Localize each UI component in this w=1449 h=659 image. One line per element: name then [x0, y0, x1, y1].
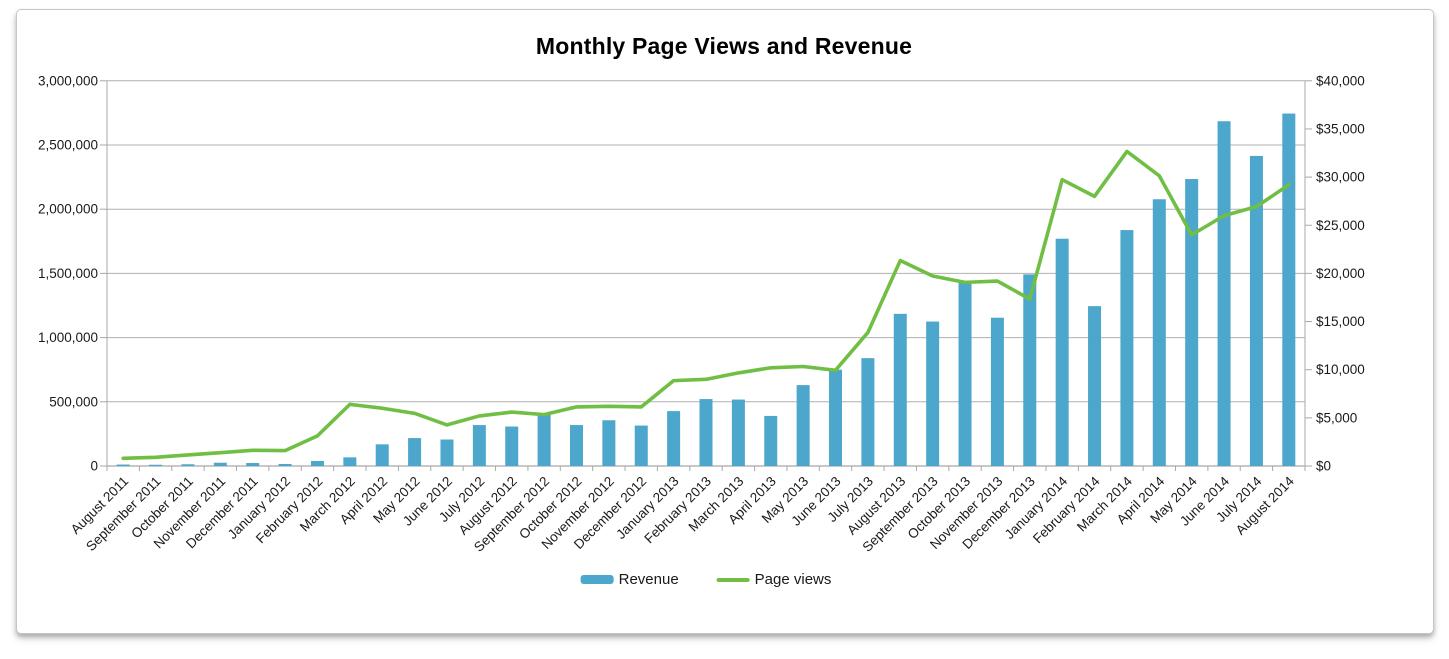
revenue-bar: [861, 358, 875, 466]
revenue-bar: [1088, 306, 1102, 466]
legend-item-revenue: Revenue: [580, 571, 679, 588]
revenue-bar: [1023, 274, 1037, 466]
revenue-bar: [990, 317, 1004, 466]
revenue-bar: [343, 457, 357, 466]
y-axis-label-right: $5,000: [1316, 410, 1357, 425]
y-axis-label-right: $40,000: [1316, 73, 1365, 88]
revenue-swatch-icon: [580, 575, 614, 584]
revenue-bar: [1249, 155, 1263, 466]
revenue-bar: [1055, 238, 1069, 466]
y-axis-label-right: $15,000: [1316, 314, 1365, 329]
y-axis-label-left: 1,000,000: [38, 330, 98, 345]
revenue-bar: [634, 425, 648, 466]
legend-label-revenue: Revenue: [618, 571, 679, 588]
revenue-bar: [569, 425, 583, 466]
y-axis-label-right: $35,000: [1316, 121, 1365, 136]
y-axis-label-right: $30,000: [1316, 170, 1365, 185]
revenue-bar: [893, 313, 907, 466]
y-axis-label-left: 2,000,000: [38, 202, 98, 217]
revenue-bar: [505, 426, 519, 466]
y-axis-label-right: $25,000: [1316, 218, 1365, 233]
revenue-bar: [1217, 121, 1231, 466]
legend-label-page-views: Page views: [754, 571, 832, 588]
revenue-bar: [1152, 199, 1166, 466]
revenue-bar: [116, 464, 130, 466]
y-axis-label-left: 500,000: [49, 394, 98, 409]
revenue-bar: [829, 369, 843, 466]
revenue-bar: [246, 463, 260, 466]
y-axis-label-left: 2,500,000: [38, 138, 98, 153]
revenue-bar: [926, 321, 940, 466]
revenue-bar: [375, 444, 389, 466]
revenue-bar: [1185, 179, 1199, 466]
revenue-bar: [310, 460, 324, 466]
revenue-bar: [667, 411, 681, 466]
legend-item-page-views: Page views: [716, 571, 832, 588]
y-axis-label-right: $20,000: [1316, 266, 1365, 281]
revenue-bar: [149, 464, 163, 466]
y-axis-label-left: 3,000,000: [38, 73, 98, 88]
revenue-bar: [181, 464, 195, 466]
y-axis-label-right: $10,000: [1316, 362, 1365, 377]
y-axis-label-left: 1,500,000: [38, 266, 98, 281]
revenue-bar: [408, 438, 422, 466]
chart-title: Monthly Page Views and Revenue: [535, 33, 913, 59]
revenue-bar: [1282, 113, 1296, 467]
page-views-swatch-icon: [716, 577, 750, 582]
revenue-bar: [602, 420, 616, 466]
revenue-bar: [278, 463, 292, 466]
page-views-line: [121, 149, 1291, 461]
y-axis-label-left: 0: [90, 459, 98, 474]
revenue-bar: [699, 399, 713, 466]
revenue-bar: [796, 385, 810, 466]
revenue-bar: [731, 399, 745, 466]
revenue-bar: [1120, 230, 1134, 466]
revenue-bar: [213, 462, 227, 466]
y-axis-label-right: $0: [1316, 459, 1331, 474]
revenue-bar: [764, 415, 778, 466]
revenue-bar: [472, 425, 486, 466]
legend: Revenue Page views: [580, 571, 832, 588]
revenue-bar: [440, 439, 454, 466]
revenue-bar: [537, 414, 551, 466]
revenue-bar: [958, 283, 972, 466]
